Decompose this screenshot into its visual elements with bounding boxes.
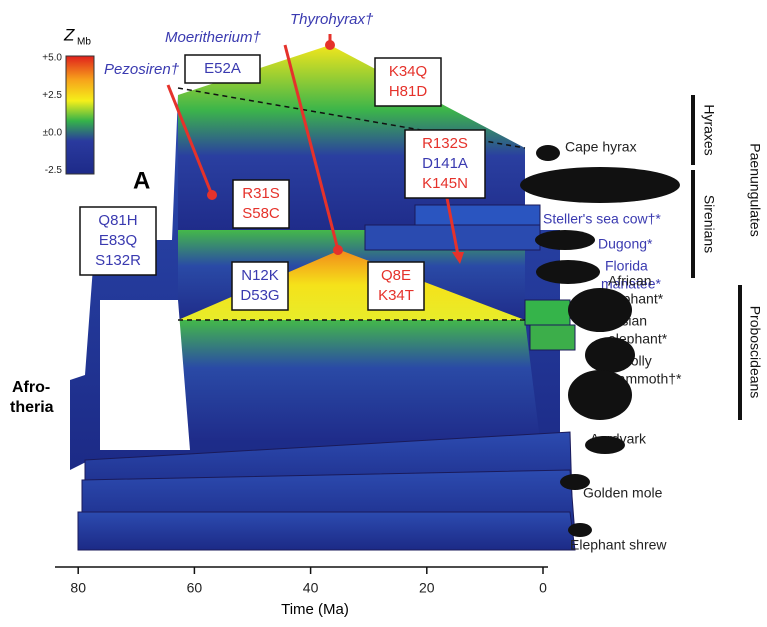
- mutation-label: R132S: [422, 135, 468, 152]
- mutation-label: Q81H: [98, 212, 137, 229]
- colorbar-tick-label: +5.0: [42, 53, 62, 64]
- colorbar-tick-label: +2.5: [42, 90, 62, 101]
- mutation-label: K145N: [422, 175, 468, 192]
- clade-label: Afro-: [12, 379, 50, 396]
- group-label: Sirenians: [701, 195, 717, 253]
- mutation-label: K34Q: [389, 63, 427, 80]
- x-tick-label: 20: [419, 580, 435, 596]
- x-ticks: 80 60 40 20 0: [70, 567, 547, 596]
- mutation-label: Q8E: [381, 267, 411, 284]
- figure: Z Mb +5.0 +2.5 ±0.0 -2.5 A Thyrohyrax† Moer…: [0, 0, 767, 627]
- group-label: Hyraxes: [701, 104, 717, 155]
- colorbar-subscript: Mb: [77, 37, 91, 48]
- taxon-label: Golden mole: [583, 485, 663, 501]
- colorbar-title: Z: [63, 25, 75, 44]
- panel-label: A: [133, 167, 150, 194]
- mutation-label: N12K: [241, 267, 279, 284]
- mutation-label: S58C: [242, 205, 280, 222]
- mutation-label: D53G: [240, 287, 279, 304]
- tree-surface: [70, 45, 575, 550]
- taxon-label: Cape hyrax: [565, 139, 637, 155]
- taxon-label: Steller's sea cow†*: [543, 211, 661, 227]
- mutation-label: E52A: [204, 60, 241, 77]
- fossil-label: Thyrohyrax†: [290, 11, 374, 28]
- mutation-label: R31S: [242, 185, 280, 202]
- taxon-label: African: [608, 273, 652, 289]
- group-label: Paenungulates: [747, 143, 763, 236]
- fossil-dot: [325, 40, 335, 50]
- mutation-label: D141A: [422, 155, 468, 172]
- x-axis-label: Time (Ma): [281, 601, 349, 618]
- colorbar-ticks: +5.0 +2.5 ±0.0 -2.5: [42, 53, 62, 177]
- fossil-label: Moeritherium†: [165, 29, 262, 46]
- mutation-label: E83Q: [99, 232, 137, 249]
- x-tick-label: 0: [539, 580, 547, 596]
- mutation-label: K34T: [378, 287, 414, 304]
- colorbar-tick-label: -2.5: [45, 165, 63, 176]
- group-label: Proboscideans: [747, 306, 763, 399]
- clade-label: theria: [10, 399, 54, 416]
- fossil-dot: [333, 245, 343, 255]
- x-tick-label: 60: [187, 580, 203, 596]
- colorbar: [66, 56, 94, 174]
- mutation-label: H81D: [389, 83, 428, 100]
- x-tick-label: 40: [303, 580, 319, 596]
- fossil-dot: [207, 190, 217, 200]
- mutation-label: S132R: [95, 252, 141, 269]
- taxon-label: Dugong*: [598, 236, 653, 252]
- taxon-label: Florida: [605, 258, 648, 274]
- fossil-label: Pezosiren†: [104, 61, 180, 78]
- colorbar-tick-label: ±0.0: [43, 128, 63, 139]
- taxon-label: Elephant shrew: [570, 537, 667, 553]
- x-tick-label: 80: [70, 580, 86, 596]
